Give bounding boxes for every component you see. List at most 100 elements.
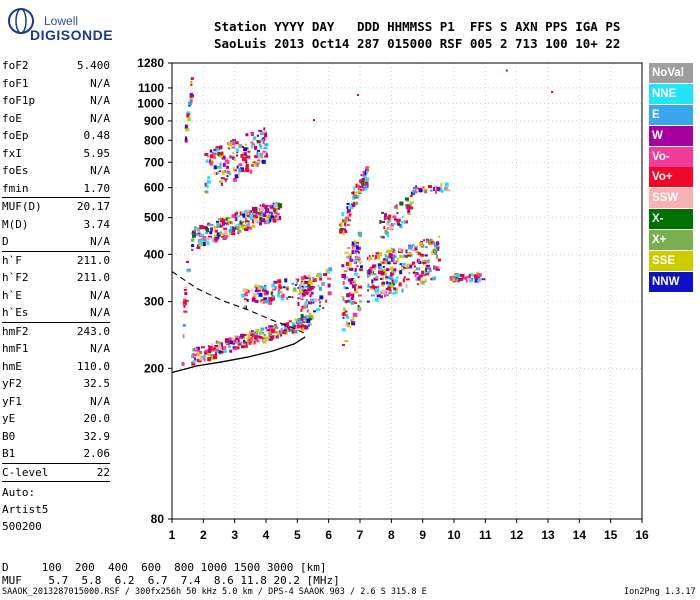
echo-point — [415, 250, 420, 253]
param-name: yF2 — [2, 377, 22, 390]
echo-point — [233, 343, 236, 346]
param-name: h`F2 — [2, 271, 29, 284]
param-value: 110.0 — [76, 359, 110, 373]
echo-point — [346, 206, 349, 210]
echo-point — [225, 165, 229, 169]
echo-point — [408, 252, 412, 255]
echo-point — [194, 228, 197, 232]
echo-point — [183, 303, 186, 306]
echo-point — [210, 223, 214, 226]
echo-point — [263, 336, 268, 339]
echo-point — [430, 278, 433, 281]
echo-point — [184, 138, 188, 143]
echo-point — [455, 273, 460, 276]
echo-point — [429, 269, 433, 272]
echo-point — [275, 215, 279, 218]
echo-point — [291, 282, 295, 285]
echo-point — [241, 293, 246, 298]
echo-point — [429, 238, 433, 241]
echo-point — [248, 214, 253, 219]
echo-point — [262, 150, 267, 153]
echo-point — [252, 296, 255, 299]
echo-point — [225, 217, 228, 221]
echo-point — [257, 211, 262, 215]
echo-point — [353, 186, 356, 191]
echo-point — [399, 255, 404, 259]
echo-point — [345, 276, 349, 279]
echo-point — [420, 187, 423, 190]
echo-point — [346, 267, 349, 270]
x-tick-label: 7 — [357, 528, 364, 542]
echo-point — [191, 248, 194, 251]
echo-point — [252, 143, 256, 146]
echo-point — [365, 168, 370, 172]
echo-point — [362, 170, 366, 173]
echo-point — [380, 271, 385, 276]
echo-point — [209, 159, 212, 164]
echo-point — [216, 223, 221, 227]
echo-point — [366, 170, 369, 174]
echo-point — [242, 226, 247, 230]
echo-point — [390, 247, 393, 252]
echo-point — [276, 293, 280, 298]
echo-point — [370, 294, 375, 297]
x-trace-curve — [171, 336, 306, 374]
echo-point — [403, 276, 406, 279]
echo-point — [392, 255, 397, 258]
echo-point — [268, 336, 273, 341]
echo-point — [301, 276, 305, 281]
echo-point — [346, 209, 351, 213]
echo-point — [351, 203, 355, 207]
echo-point — [431, 251, 434, 256]
echo-point — [223, 178, 228, 181]
echo-point — [237, 223, 241, 226]
echo-point — [260, 131, 263, 134]
echo-point — [231, 139, 236, 142]
echo-point — [213, 225, 217, 229]
echo-point — [354, 243, 357, 246]
echo-point — [232, 346, 237, 350]
echo-point — [291, 329, 295, 334]
echo-point — [369, 287, 374, 290]
echo-point — [409, 206, 414, 210]
echo-point — [232, 151, 235, 154]
echo-point — [243, 157, 247, 162]
echo-point — [261, 212, 265, 216]
echo-point — [409, 194, 413, 197]
echo-point — [351, 244, 354, 247]
echo-point — [278, 332, 281, 335]
x-tick-label: 14 — [573, 528, 587, 542]
echo-point — [198, 239, 203, 244]
param-value: N/A — [90, 288, 110, 302]
param-name: foF2 — [2, 59, 29, 72]
echo-point — [215, 349, 219, 352]
echo-point — [390, 283, 394, 288]
echo-point — [182, 323, 186, 327]
echo-point — [216, 232, 221, 237]
echo-point — [452, 277, 456, 282]
echo-point — [460, 273, 465, 277]
echo-point — [399, 270, 403, 275]
echo-point — [377, 285, 380, 289]
echo-point — [360, 188, 363, 191]
y-tick-label: 800 — [144, 133, 164, 147]
echo-point — [457, 274, 461, 279]
echo-point — [235, 217, 238, 222]
echo-point — [263, 220, 267, 224]
logo-line-2: DIGISONDE — [30, 27, 114, 43]
echo-point — [384, 272, 387, 277]
echo-point — [416, 283, 419, 286]
echo-point — [271, 283, 276, 288]
echo-point — [231, 342, 235, 345]
echo-point — [355, 268, 358, 271]
echo-point — [185, 260, 189, 263]
echo-point — [216, 341, 221, 344]
echo-point — [243, 152, 247, 157]
echo-point — [347, 219, 351, 222]
echo-point — [286, 330, 289, 333]
echo-point — [186, 111, 191, 115]
echo-point — [413, 269, 416, 273]
echo-point — [389, 219, 392, 222]
echo-point — [260, 139, 264, 143]
echo-point — [270, 215, 275, 219]
